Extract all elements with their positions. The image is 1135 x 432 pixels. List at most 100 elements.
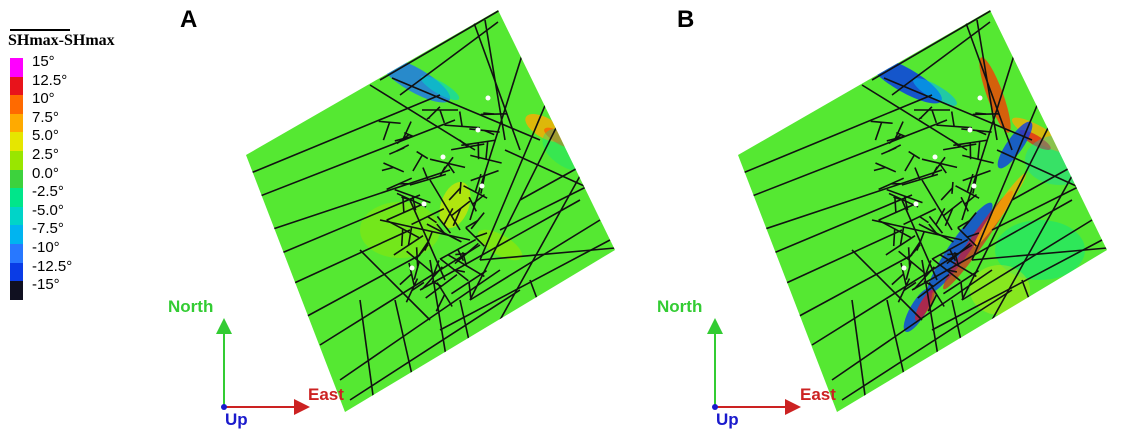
panel-b-well-markers xyxy=(901,95,983,271)
legend-tick-label: 0.0° xyxy=(32,164,59,182)
fault-segment xyxy=(908,244,921,259)
fault-segment xyxy=(894,196,897,213)
fault-segment xyxy=(499,179,601,231)
fault-segment xyxy=(339,269,501,381)
fault-segment xyxy=(931,239,1103,331)
fault-segment xyxy=(458,139,469,148)
fault-segment xyxy=(953,251,960,267)
fault-segment xyxy=(919,106,933,119)
east-label-a: East xyxy=(308,385,344,404)
north-label-b: North xyxy=(657,297,703,316)
legend-swatch xyxy=(10,113,23,133)
north-label-a: North xyxy=(168,297,214,316)
fault-segment xyxy=(446,162,455,174)
fault-segment xyxy=(264,194,421,261)
fault-segment xyxy=(402,196,405,213)
fault-segment xyxy=(871,219,963,241)
fault-segment xyxy=(443,208,454,226)
fault-segment xyxy=(873,166,886,172)
legend-title: SHmax-SHmax xyxy=(8,32,115,49)
fault-segment xyxy=(415,247,419,268)
fault-segment xyxy=(781,229,903,286)
fault-segment xyxy=(903,281,917,292)
fault-segment xyxy=(399,273,413,286)
fault-segment xyxy=(349,289,521,401)
legend-tick-label: 7.5° xyxy=(32,108,59,126)
legend-tick-label: 5.0° xyxy=(32,127,59,145)
legend-tick-label: -2.5° xyxy=(32,183,64,201)
fault-segment xyxy=(991,179,1093,231)
fault-segment xyxy=(950,111,955,127)
fault-segment xyxy=(427,215,437,224)
fault-segment xyxy=(874,122,883,141)
fault-segment xyxy=(391,77,541,141)
up-marker-a xyxy=(221,404,227,410)
fault-segment xyxy=(441,156,454,172)
fault-segment xyxy=(479,247,615,261)
fault-segment xyxy=(400,228,404,247)
legend-swatch xyxy=(10,95,23,114)
fault-segment xyxy=(474,232,488,238)
fault-segment xyxy=(892,228,896,247)
fault-segment xyxy=(409,199,446,281)
legend-swatch xyxy=(10,188,23,207)
fault-segment xyxy=(756,194,913,261)
legend-tick-label: -12.5° xyxy=(32,257,73,275)
fault-segment xyxy=(480,112,508,116)
legend-tick-label: 15° xyxy=(32,53,55,70)
fault-segment xyxy=(871,10,993,81)
up-label-b: Up xyxy=(716,410,739,429)
fault-segment xyxy=(911,199,1073,291)
fault-segment xyxy=(946,269,958,273)
legend-swatch xyxy=(10,76,23,96)
legend-swatch xyxy=(10,243,23,263)
fault-segment xyxy=(961,219,1093,301)
fault-segment xyxy=(851,299,868,411)
fault-segment xyxy=(429,158,466,169)
fault-segment xyxy=(927,294,938,312)
legend-swatch xyxy=(10,225,23,244)
fault-segment xyxy=(883,77,1033,141)
fault-segment xyxy=(289,229,411,286)
fault-segment xyxy=(468,282,472,298)
legend-overline xyxy=(10,29,70,31)
fault-segment xyxy=(457,249,465,262)
fault-segment xyxy=(888,192,919,208)
fault-segment xyxy=(738,94,933,176)
fault-segment xyxy=(928,223,937,234)
fault-segment xyxy=(975,112,987,115)
fault-segment xyxy=(484,129,495,136)
fault-segment xyxy=(971,247,1107,261)
up-marker-b xyxy=(712,404,718,410)
fault-segment xyxy=(811,244,973,346)
fault-segment xyxy=(381,166,394,172)
fault-segment xyxy=(399,21,499,96)
legend-tick-label: 12.5° xyxy=(32,71,68,89)
fault-segment xyxy=(454,269,466,273)
fault-segment xyxy=(299,254,421,321)
fault-segment xyxy=(921,158,958,169)
fault-segment xyxy=(369,84,476,151)
fault-segment xyxy=(469,128,500,133)
fault-segment xyxy=(396,192,427,208)
fault-segment xyxy=(891,21,991,96)
fault-segment xyxy=(891,273,905,286)
fault-segment xyxy=(474,173,482,193)
east-label-b: East xyxy=(800,385,836,404)
fault-segment xyxy=(957,220,971,229)
fault-segment xyxy=(928,282,945,307)
fault-segment xyxy=(976,129,987,136)
fault-segment xyxy=(379,219,471,241)
fault-segment xyxy=(900,262,907,286)
fault-segment xyxy=(791,254,913,321)
fault-segment xyxy=(386,219,420,239)
fault-segment xyxy=(899,227,905,246)
fault-segment xyxy=(383,162,405,173)
fault-segment xyxy=(888,144,902,152)
fault-segment xyxy=(407,227,413,246)
fault-segment xyxy=(944,208,954,227)
fault-segment xyxy=(402,121,412,140)
fault-segment xyxy=(439,109,446,124)
